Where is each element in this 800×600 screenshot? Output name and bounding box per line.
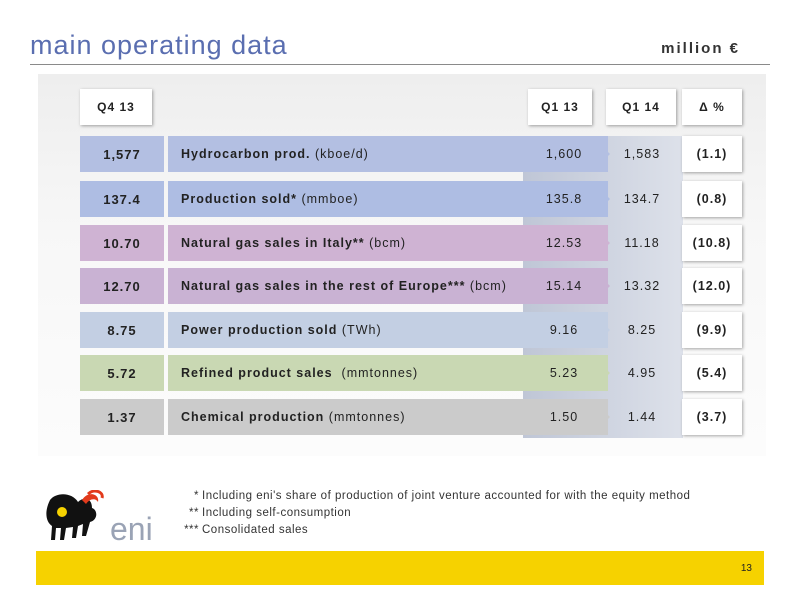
row-label: Refined product sales (mmtonnes) [168, 355, 608, 391]
footnotes: * Including eni's share of production of … [172, 490, 690, 541]
page-title: main operating data [30, 30, 288, 60]
header-q4-13: Q4 13 [80, 89, 152, 125]
row-label: Hydrocarbon prod. (kboe/d) [168, 136, 608, 172]
metric-name: Natural gas sales in Italy** [181, 235, 365, 250]
delta-value: (9.9) [682, 312, 742, 348]
row-label: Power production sold (TWh) [168, 312, 608, 348]
q4-13-value: 12.70 [80, 268, 164, 304]
row-label: Chemical production (mmtonnes) [168, 399, 608, 435]
q4-13-value: 5.72 [80, 355, 164, 391]
q4-13-value: 8.75 [80, 312, 164, 348]
metric-unit: (bcm) [364, 235, 407, 250]
q4-13-value: 1,577 [80, 136, 164, 172]
row-arrow-icon [604, 280, 610, 292]
footnote-2: ** Including self-consumption [189, 507, 352, 519]
q1-13-value: 1.50 [549, 410, 579, 424]
row-arrow-icon [604, 367, 610, 379]
metric-unit: (kboe/d) [310, 146, 369, 161]
q1-14-value: 1,583 [623, 147, 661, 161]
q1-13-value: 15.14 [545, 279, 583, 293]
metric-name: Chemical production [181, 409, 325, 424]
q1-14-value: 13.32 [623, 279, 661, 293]
row-arrow-icon [604, 237, 610, 249]
q1-13-value: 135.8 [545, 192, 583, 206]
q1-14-value: 11.18 [624, 236, 660, 250]
delta-value: (0.8) [682, 181, 742, 217]
q1-13-value: 1,600 [545, 147, 583, 161]
delta-value: (10.8) [682, 225, 742, 261]
row-arrow-icon [604, 411, 610, 423]
delta-value: (5.4) [682, 355, 742, 391]
q4-13-value: 137.4 [80, 181, 164, 217]
metric-name: Production sold* [181, 191, 297, 206]
row-label: Production sold* (mmboe) [168, 181, 608, 217]
q1-14-value: 4.95 [627, 366, 657, 380]
logo-text: eni [110, 511, 153, 547]
q1-13-value: 12.53 [545, 236, 583, 250]
title-divider [30, 64, 770, 65]
delta-value: (12.0) [682, 268, 742, 304]
metric-unit: (bcm) [465, 278, 507, 293]
q1-14-value: 134.7 [623, 192, 661, 206]
footnote-1: * Including eni's share of production of … [194, 490, 691, 502]
row-arrow-icon [604, 193, 610, 205]
q4-13-value: 10.70 [80, 225, 164, 261]
metric-name: Refined product sales [181, 365, 333, 380]
metric-name: Power production sold [181, 322, 338, 337]
eni-logo: eni [46, 490, 153, 547]
row-arrow-icon [604, 324, 610, 336]
q1-14-value: 1.44 [627, 410, 657, 424]
metric-name: Natural gas sales in the rest of Europe*… [181, 278, 466, 293]
metric-name: Hydrocarbon prod. [181, 146, 311, 161]
unit-label: million € [661, 40, 740, 57]
row-arrow-icon [604, 148, 610, 160]
row-label: Natural gas sales in Italy** (bcm) [168, 225, 608, 261]
delta-value: (1.1) [682, 136, 742, 172]
header-q1-14: Q1 14 [606, 89, 676, 125]
footnote-3: *** Consolidated sales [184, 524, 309, 536]
six-legged-dog-icon [46, 490, 104, 540]
page-number: 13 [740, 563, 752, 574]
header-q1-13: Q1 13 [528, 89, 592, 125]
metric-unit: (mmtonnes) [324, 409, 406, 424]
row-label: Natural gas sales in the rest of Europe*… [168, 268, 608, 304]
delta-value: (3.7) [682, 399, 742, 435]
metric-unit: (mmboe) [297, 191, 359, 206]
header-delta: Δ % [682, 89, 742, 125]
metric-unit: (TWh) [337, 322, 382, 337]
q4-13-value: 1.37 [80, 399, 164, 435]
metric-unit: (mmtonnes) [332, 365, 419, 380]
q1-13-value: 9.16 [549, 323, 579, 337]
q1-13-value: 5.23 [549, 366, 579, 380]
footer-bar [36, 551, 764, 585]
q1-14-value: 8.25 [627, 323, 657, 337]
